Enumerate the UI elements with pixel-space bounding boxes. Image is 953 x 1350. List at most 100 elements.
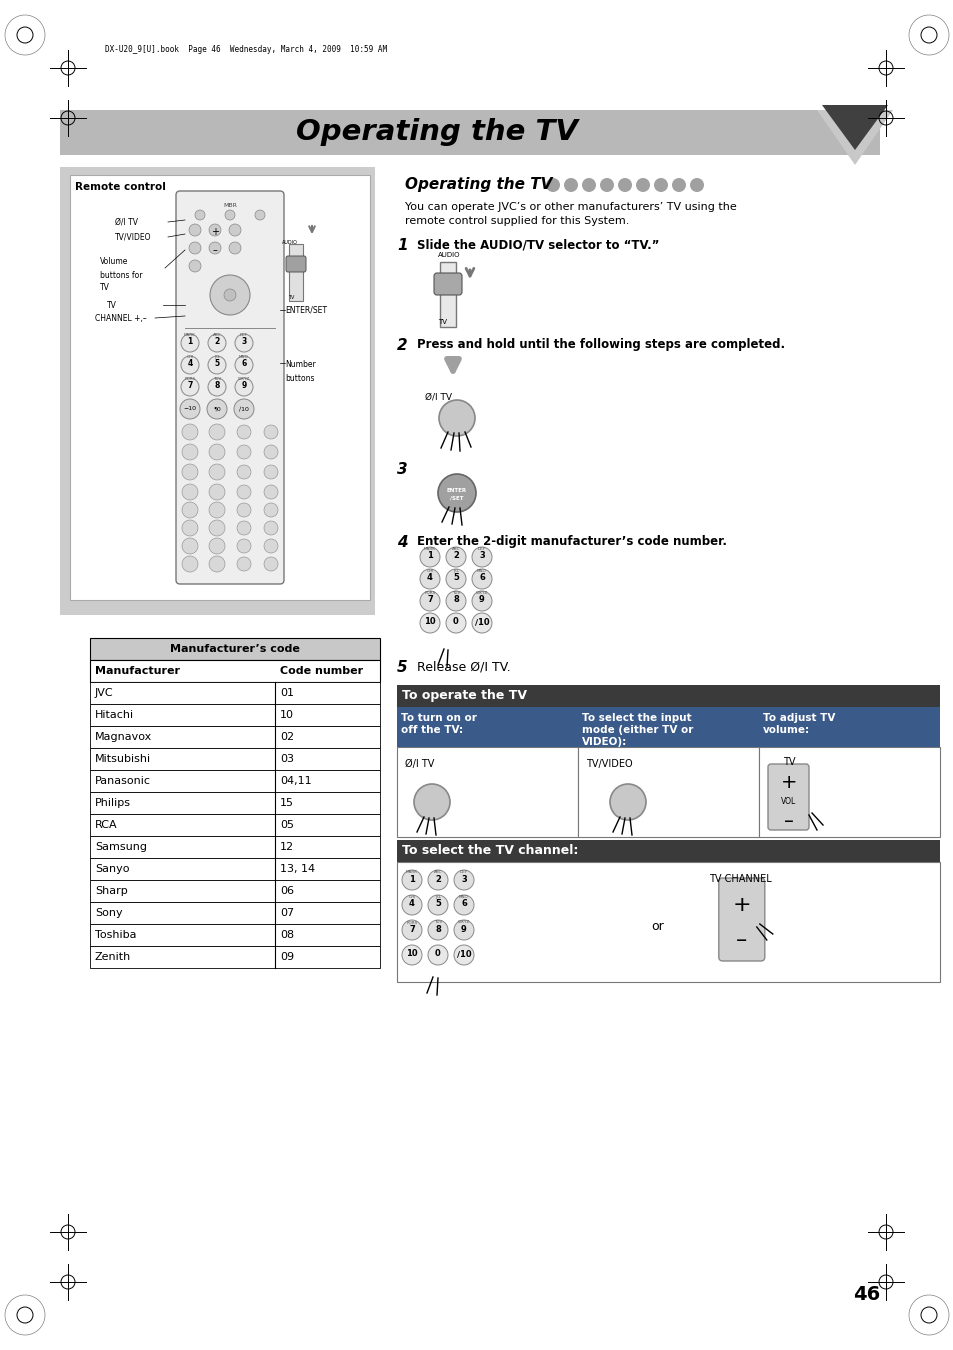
- Text: Manufacturer: Manufacturer: [95, 666, 180, 676]
- Text: 2: 2: [214, 336, 219, 346]
- Text: JKL: JKL: [213, 355, 220, 359]
- Circle shape: [181, 378, 199, 396]
- Text: Sharp: Sharp: [95, 886, 128, 896]
- Circle shape: [234, 333, 253, 352]
- Text: MNO: MNO: [239, 355, 249, 359]
- Text: 01: 01: [280, 688, 294, 698]
- Text: 03: 03: [280, 755, 294, 764]
- FancyBboxPatch shape: [289, 244, 303, 301]
- Text: Philips: Philips: [95, 798, 131, 809]
- Text: Press and hold until the following steps are completed.: Press and hold until the following steps…: [416, 338, 784, 351]
- Circle shape: [401, 945, 421, 965]
- Text: Sony: Sony: [95, 909, 123, 918]
- Text: 7: 7: [409, 925, 415, 933]
- Circle shape: [454, 945, 474, 965]
- Text: DEF: DEF: [477, 547, 485, 551]
- Circle shape: [472, 547, 492, 567]
- Text: Mitsubishi: Mitsubishi: [95, 755, 151, 764]
- Circle shape: [224, 289, 235, 301]
- Text: To select the TV channel:: To select the TV channel:: [401, 845, 578, 857]
- Circle shape: [254, 211, 265, 220]
- Circle shape: [233, 400, 253, 418]
- Text: GHI: GHI: [426, 568, 434, 572]
- Circle shape: [636, 178, 649, 192]
- Circle shape: [182, 485, 198, 500]
- FancyBboxPatch shape: [90, 769, 379, 792]
- Circle shape: [229, 224, 241, 236]
- Text: JKL: JKL: [453, 568, 458, 572]
- Text: Volume: Volume: [100, 258, 129, 266]
- Text: 10: 10: [280, 710, 294, 720]
- Text: MBR: MBR: [223, 202, 236, 208]
- Text: mode (either TV or: mode (either TV or: [581, 725, 693, 734]
- FancyBboxPatch shape: [396, 684, 939, 707]
- Circle shape: [236, 539, 251, 553]
- Text: TUV: TUV: [213, 377, 221, 381]
- Text: volume:: volume:: [762, 725, 809, 734]
- Text: 7: 7: [427, 595, 433, 605]
- Circle shape: [454, 869, 474, 890]
- Text: Sanyo: Sanyo: [95, 864, 130, 873]
- Text: 06: 06: [280, 886, 294, 896]
- Text: TUV: TUV: [434, 919, 442, 923]
- FancyBboxPatch shape: [90, 923, 379, 946]
- FancyBboxPatch shape: [90, 880, 379, 902]
- Text: PQRS: PQRS: [424, 591, 436, 595]
- Circle shape: [236, 504, 251, 517]
- Circle shape: [229, 242, 241, 254]
- Circle shape: [194, 211, 205, 220]
- Circle shape: [581, 178, 596, 192]
- Text: 4: 4: [409, 899, 415, 909]
- Text: 7: 7: [187, 381, 193, 390]
- Text: TV: TV: [437, 319, 447, 325]
- Text: To adjust TV: To adjust TV: [762, 713, 835, 724]
- Text: MNO: MNO: [458, 895, 468, 899]
- Circle shape: [209, 242, 221, 254]
- Circle shape: [234, 356, 253, 374]
- FancyBboxPatch shape: [90, 639, 379, 660]
- Text: +: +: [211, 227, 219, 238]
- FancyBboxPatch shape: [767, 764, 808, 830]
- Text: TV/VIDEO: TV/VIDEO: [115, 232, 152, 242]
- Text: VOL: VOL: [781, 798, 796, 806]
- Text: –: –: [736, 930, 746, 950]
- Text: TV: TV: [100, 284, 110, 293]
- Text: 0: 0: [435, 949, 440, 958]
- Circle shape: [236, 464, 251, 479]
- Text: 1: 1: [396, 238, 407, 252]
- Circle shape: [264, 464, 277, 479]
- Text: 09: 09: [280, 952, 294, 963]
- Text: 05: 05: [280, 819, 294, 830]
- Circle shape: [454, 919, 474, 940]
- FancyBboxPatch shape: [439, 262, 456, 327]
- Polygon shape: [816, 109, 892, 165]
- Text: Operating the TV: Operating the TV: [405, 177, 552, 193]
- Text: PQRS: PQRS: [406, 919, 417, 923]
- Text: MARK: MARK: [424, 547, 436, 551]
- Text: PQRS: PQRS: [184, 377, 195, 381]
- Text: TV/VIDEO: TV/VIDEO: [585, 759, 632, 769]
- Text: WXYZ: WXYZ: [237, 377, 250, 381]
- Circle shape: [446, 591, 465, 612]
- Text: 46: 46: [852, 1285, 879, 1304]
- Circle shape: [189, 242, 201, 254]
- Circle shape: [599, 178, 614, 192]
- Circle shape: [401, 895, 421, 915]
- Text: To operate the TV: To operate the TV: [401, 690, 526, 702]
- Text: Slide the AUDIO/TV selector to “TV.”: Slide the AUDIO/TV selector to “TV.”: [416, 238, 659, 251]
- Text: 3: 3: [460, 875, 466, 883]
- Polygon shape: [821, 105, 887, 150]
- FancyBboxPatch shape: [434, 273, 461, 296]
- Text: 0: 0: [453, 617, 458, 626]
- Text: TV CHANNEL: TV CHANNEL: [709, 873, 771, 884]
- Circle shape: [234, 378, 253, 396]
- FancyBboxPatch shape: [90, 814, 379, 836]
- Text: Hitachi: Hitachi: [95, 710, 134, 720]
- Circle shape: [189, 261, 201, 271]
- Circle shape: [182, 424, 198, 440]
- Text: Release Ø/I TV.: Release Ø/I TV.: [416, 660, 510, 674]
- Text: buttons: buttons: [285, 374, 314, 383]
- Text: 2: 2: [453, 552, 458, 560]
- Text: 5: 5: [435, 899, 440, 909]
- Text: GHI: GHI: [186, 355, 193, 359]
